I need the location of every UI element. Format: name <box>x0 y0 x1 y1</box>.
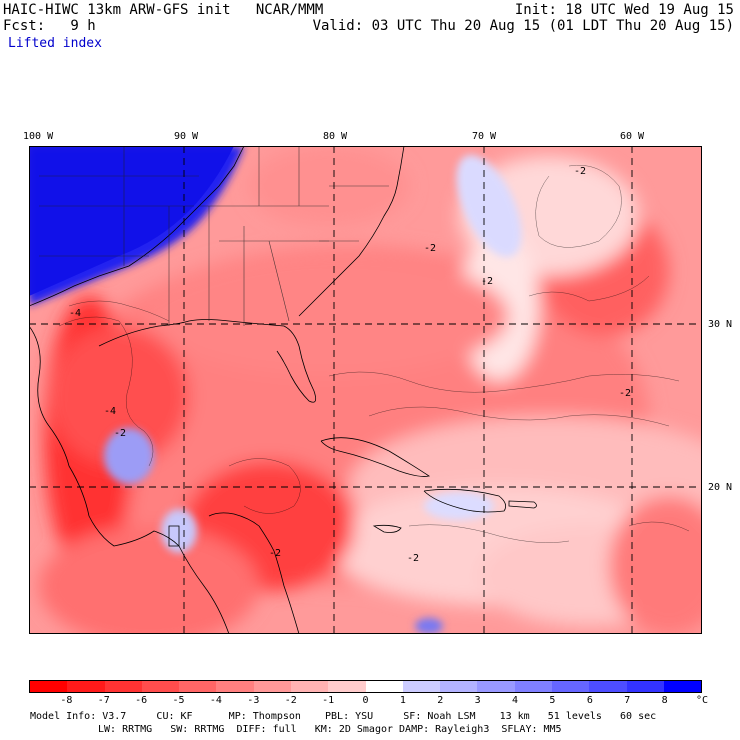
blue-core <box>29 146 234 296</box>
colorbar-tick-label: 6 <box>586 695 593 706</box>
colorbar-swatch <box>104 681 142 692</box>
contour-label: -4 <box>104 406 116 417</box>
colorbar-swatch <box>589 681 627 692</box>
lon-label-70w: 70 W <box>472 131 497 142</box>
graticule <box>29 146 702 634</box>
lon-label-80w: 80 W <box>323 131 348 142</box>
contour-label: -2 <box>574 166 586 177</box>
colorbar-tick-label: 5 <box>549 695 556 706</box>
colorbar-swatch <box>551 681 590 692</box>
colorbar-swatch <box>179 681 217 692</box>
lon-label-90w: 90 W <box>174 131 199 142</box>
contour-label: -2 <box>424 243 436 254</box>
colorbar-swatch <box>141 681 180 692</box>
lat-label-30n: 30 N <box>708 319 733 330</box>
colorbar-swatch <box>626 681 664 692</box>
header-right-line2: Valid: 03 UTC Thu 20 Aug 15 (01 LDT Thu … <box>312 18 734 34</box>
colorbar-tick-label: -5 <box>172 695 185 706</box>
colorbar-tick-label: 3 <box>474 695 481 706</box>
colorbar-swatch <box>30 681 68 692</box>
contour-label: -4 <box>69 308 81 319</box>
contour-lines <box>58 164 690 543</box>
field-title: Lifted index <box>8 36 102 51</box>
colorbar-tick-label: -8 <box>60 695 73 706</box>
colorbar-unit: °C <box>696 695 709 706</box>
colorbar-tick-label: -1 <box>322 695 335 706</box>
contour-label: -2 <box>114 428 126 439</box>
map-frame <box>29 146 702 634</box>
header-right-line1: Init: 18 UTC Wed 19 Aug 15 <box>514 2 734 18</box>
colorbar-swatch <box>365 681 403 692</box>
colorbar-swatch <box>440 681 478 692</box>
colorbar-swatch <box>514 681 552 692</box>
colorbar-swatch <box>290 681 329 692</box>
lon-label-60w: 60 W <box>620 131 645 142</box>
lifted-index-map: -2 -4 -2 -2 -2 -2 -2 -4 -2 <box>29 146 702 634</box>
colorbar-swatch <box>663 681 702 692</box>
colorbar-swatch <box>328 681 366 692</box>
colorbar-tick-label: 4 <box>512 695 519 706</box>
contour-label-group: -2 -4 -2 -2 -2 -2 -2 -4 -2 <box>69 166 631 564</box>
contour-label: -2 <box>481 276 493 287</box>
colorbar-swatch <box>67 681 105 692</box>
colorbar-tick-label: -7 <box>97 695 110 706</box>
footer-line1: Model Info: V3.7 CU: KF MP: Thompson PBL… <box>30 711 657 722</box>
colorbar-swatch <box>402 681 441 692</box>
state-borders <box>39 146 389 326</box>
colorbar-swatch <box>253 681 291 692</box>
header-left-line2: Fcst: 9 h <box>3 18 96 34</box>
colorbar-swatch <box>216 681 254 692</box>
lon-label-100w: 100 W <box>23 131 54 142</box>
colorbar-tick-label: -4 <box>209 695 222 706</box>
colorbar-tick-label: -6 <box>135 695 148 706</box>
colorbar-tick-label: 2 <box>437 695 444 706</box>
header-left-line1: HAIC-HIWC 13km ARW-GFS init NCAR/MMM <box>3 2 324 18</box>
colorbar <box>29 680 702 693</box>
contour-label: -2 <box>619 388 631 399</box>
lat-label-20n: 20 N <box>708 482 733 493</box>
field-shading <box>39 146 702 634</box>
colorbar-tick-label: 1 <box>399 695 406 706</box>
colorbar-tick-label: -2 <box>284 695 297 706</box>
colorbar-tick-label: 7 <box>624 695 631 706</box>
footer-line2: LW: RRTMG SW: RRTMG DIFF: full KM: 2D Sm… <box>98 724 562 735</box>
colorbar-swatch <box>477 681 515 692</box>
colorbar-tick-label: 0 <box>362 695 369 706</box>
contour-label: -2 <box>269 548 281 559</box>
colorbar-tick-label: -3 <box>247 695 260 706</box>
colorbar-tick-label: 8 <box>661 695 668 706</box>
contour-label: -2 <box>407 553 419 564</box>
